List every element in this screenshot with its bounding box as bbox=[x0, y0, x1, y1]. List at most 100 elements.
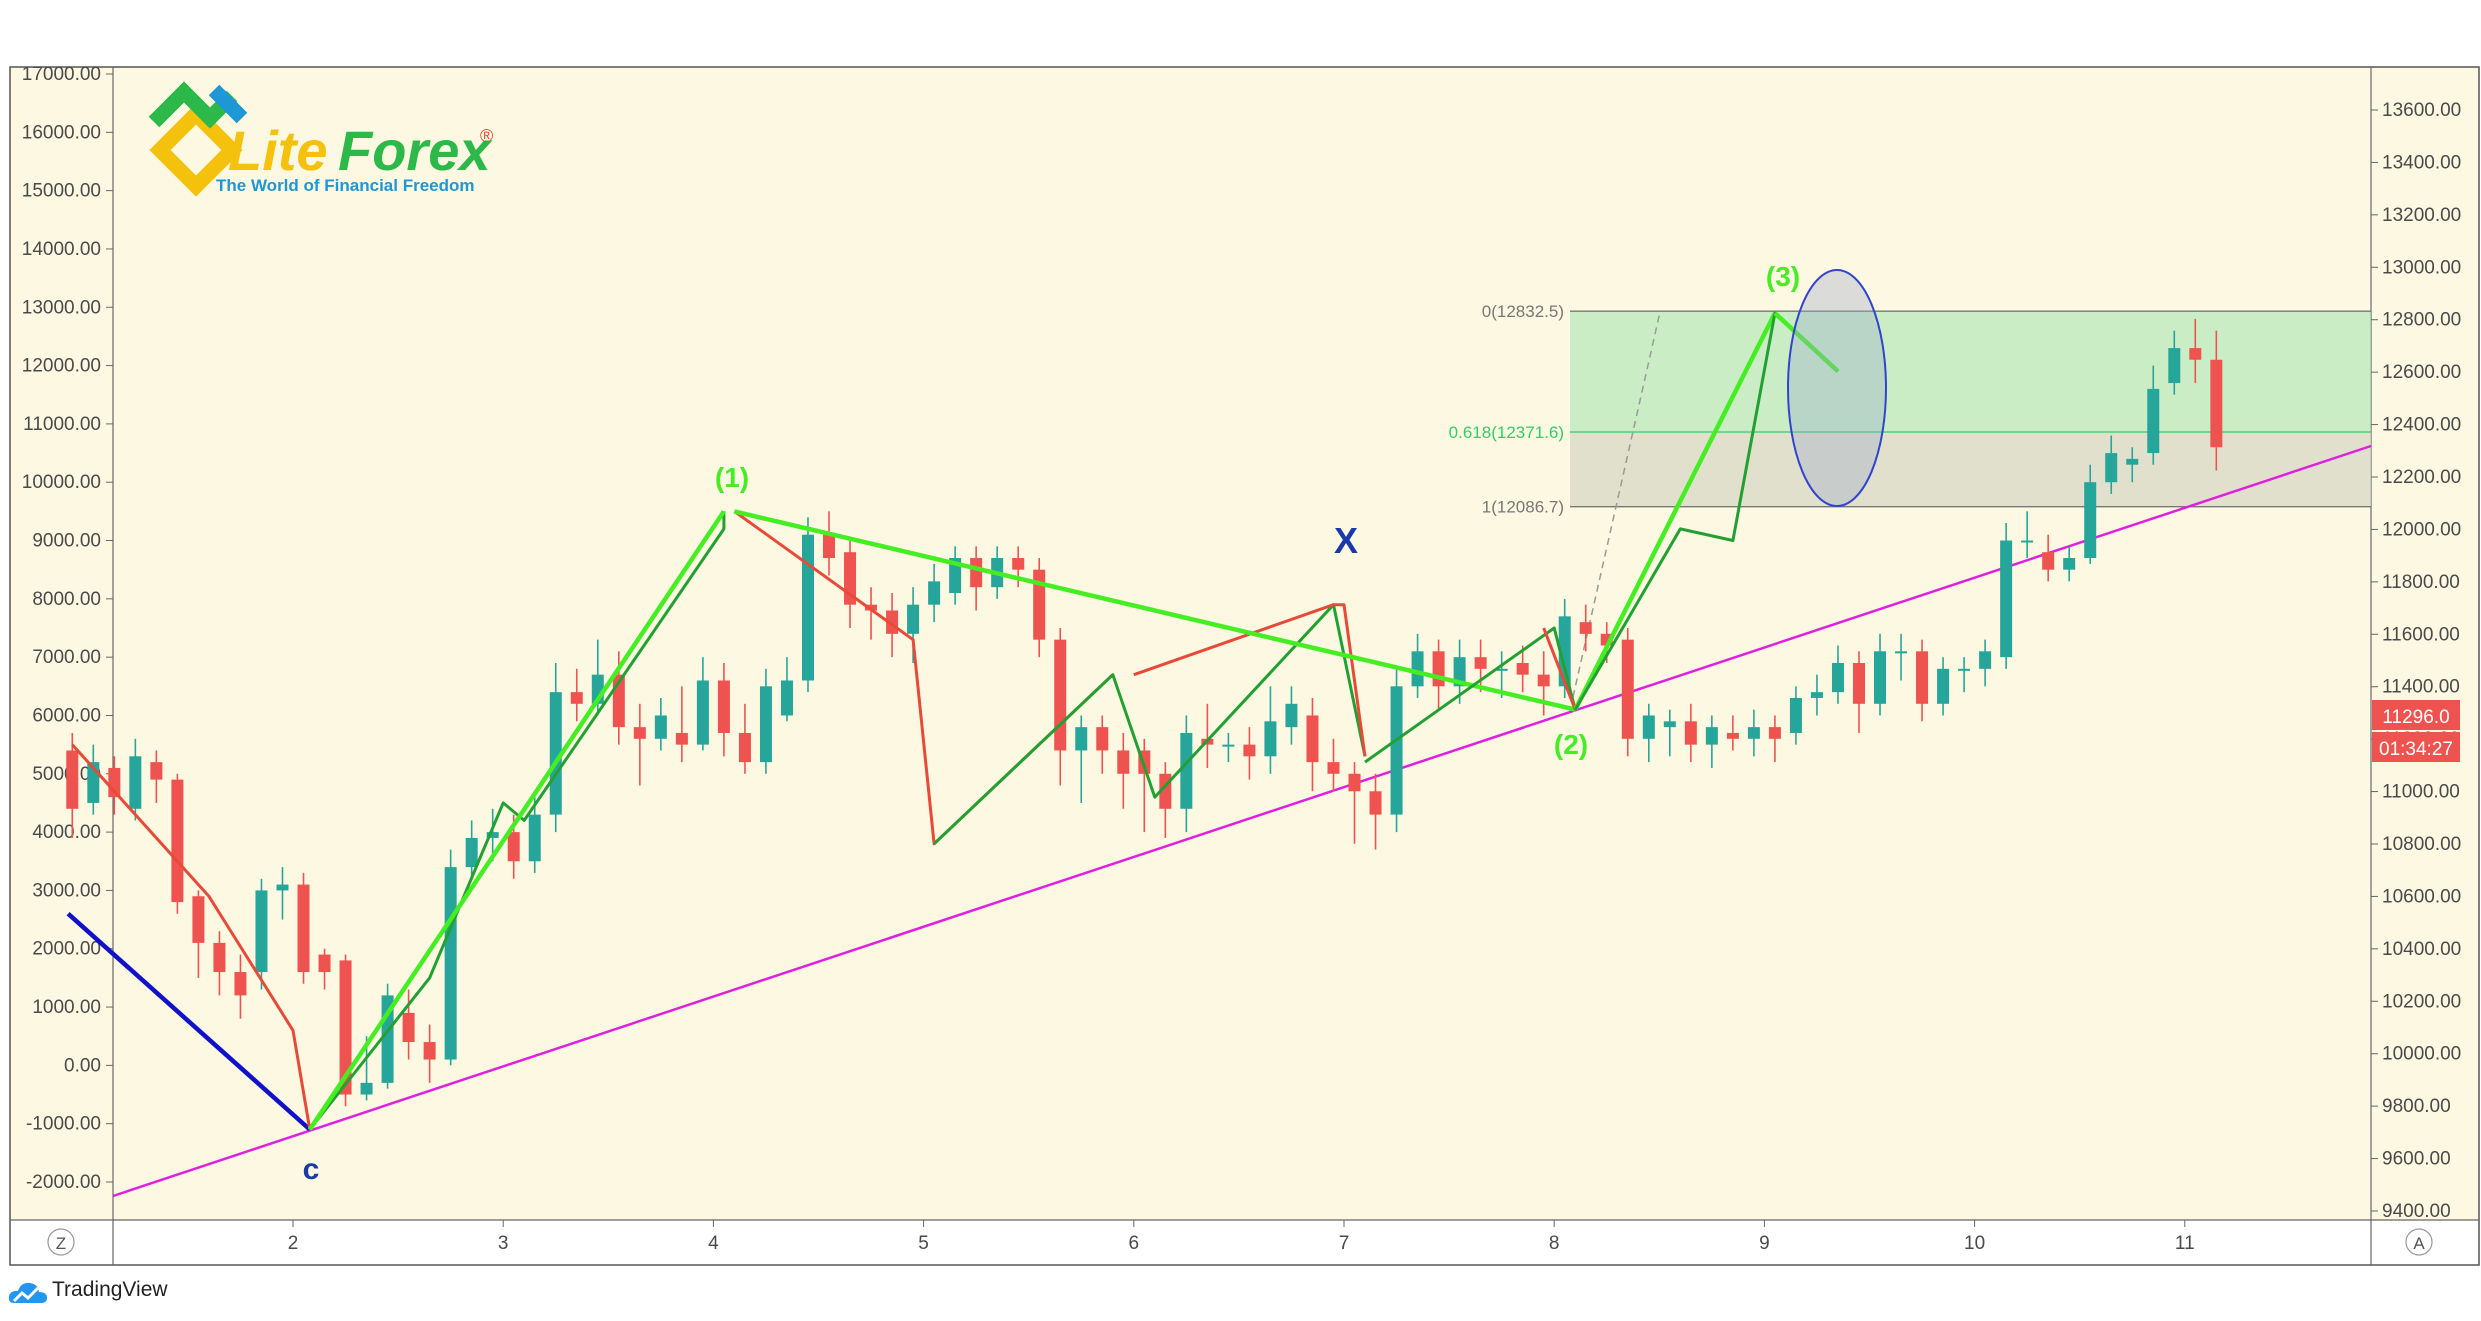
x-tick-label: 5 bbox=[918, 1233, 929, 1254]
x-tick-label: 11 bbox=[2175, 1233, 2195, 1254]
trend-line bbox=[112, 444, 2372, 1198]
candle-body bbox=[1348, 773, 1361, 792]
right-tick-label: 10000.00 bbox=[2382, 1044, 2461, 1065]
right-tick-label: 11600.00 bbox=[2382, 624, 2460, 645]
candle-body bbox=[423, 1042, 436, 1060]
candle-body bbox=[738, 732, 751, 763]
wave-label-1: (1) bbox=[715, 462, 749, 493]
candle-body bbox=[1306, 715, 1319, 763]
candle-body bbox=[1327, 762, 1340, 774]
corner-buttons[interactable]: Z A bbox=[47, 1228, 2433, 1256]
right-tick-label: 13000.00 bbox=[2382, 257, 2461, 278]
right-tick-label: 12600.00 bbox=[2382, 362, 2461, 383]
right-corner-button[interactable]: A bbox=[2413, 1234, 2425, 1253]
candle-body bbox=[444, 867, 457, 1060]
x-tick-label: 8 bbox=[1549, 1233, 1560, 1254]
fib-level-label: 0(12832.5) bbox=[1482, 302, 1564, 321]
candle-body bbox=[1895, 651, 1908, 654]
candle-body bbox=[339, 960, 352, 1095]
tradingview-label[interactable]: TradingView bbox=[52, 1278, 168, 1301]
candle-body bbox=[928, 581, 941, 605]
right-tick-label: 12000.00 bbox=[2382, 519, 2461, 540]
right-tick-label: 10800.00 bbox=[2382, 834, 2461, 855]
candle-body bbox=[549, 692, 562, 815]
candle-body bbox=[1516, 662, 1529, 675]
fib-upper-zone bbox=[1570, 311, 2371, 433]
candle-body bbox=[1390, 686, 1403, 815]
candle-body bbox=[2210, 359, 2223, 448]
candle-body bbox=[1537, 674, 1550, 687]
logo-forex: Forex bbox=[338, 119, 493, 182]
candle-body bbox=[633, 727, 646, 739]
left-corner-button-ring[interactable] bbox=[47, 1228, 75, 1256]
candle-body bbox=[66, 750, 79, 809]
candle-body bbox=[823, 534, 836, 559]
candle-body bbox=[1096, 727, 1109, 751]
fibonacci-zone: 0(12832.5) 0.618(12371.6) 1(12086.7) bbox=[1449, 302, 2371, 698]
bright-wave-1 bbox=[307, 510, 726, 1131]
candle-body bbox=[1075, 727, 1088, 751]
candle-body bbox=[234, 972, 247, 996]
candle-body bbox=[1558, 616, 1571, 687]
wave-label-x: X bbox=[1334, 520, 1358, 561]
candle-body bbox=[1979, 651, 1992, 669]
left-corner-button[interactable]: Z bbox=[56, 1234, 66, 1253]
wave-labels: (1) X (2) (3) c bbox=[303, 261, 1800, 1186]
countdown-tag bbox=[2372, 732, 2460, 762]
candle-body bbox=[1474, 657, 1487, 669]
candle-body bbox=[654, 715, 667, 739]
right-tick-label: 12200.00 bbox=[2382, 467, 2461, 488]
left-tick-label: 15000.00 bbox=[22, 181, 101, 202]
candle-body bbox=[360, 1082, 373, 1095]
right-tick-label: 9400.00 bbox=[2382, 1201, 2451, 1222]
liteforex-logo: Lite Forex ® The World of Financial Free… bbox=[148, 81, 493, 197]
highlight-ellipse bbox=[1787, 269, 1887, 507]
fib-level-label: 1(12086.7) bbox=[1482, 498, 1564, 517]
chart-border bbox=[9, 66, 2480, 1266]
tradingview-icon bbox=[8, 1282, 47, 1303]
candle-body bbox=[2021, 540, 2034, 543]
right-corner-button-ring[interactable] bbox=[2405, 1228, 2433, 1256]
left-tick-label: 7000.00 bbox=[32, 647, 101, 668]
candle-body bbox=[2084, 482, 2097, 559]
support-trend-line[interactable] bbox=[112, 444, 2372, 1198]
bright-wave-3-tail bbox=[1773, 311, 1840, 374]
candle-body bbox=[1033, 569, 1046, 640]
candle-body bbox=[297, 884, 310, 973]
current-price-text: 11296.0 bbox=[2382, 707, 2449, 728]
left-tick-label: 9000.00 bbox=[32, 531, 101, 552]
left-tick-label: 2000.00 bbox=[32, 939, 101, 960]
candle-body bbox=[2000, 540, 2013, 658]
candle-body bbox=[2105, 453, 2118, 483]
candle-body bbox=[486, 832, 499, 838]
wave-lines[interactable] bbox=[66, 269, 1887, 1132]
red-wave-2-leg bbox=[1542, 627, 1577, 711]
left-tick-label: 1000.00 bbox=[32, 997, 101, 1018]
right-tick-label: 13600.00 bbox=[2382, 100, 2461, 121]
right-axis-panel[interactable] bbox=[2371, 67, 2479, 1220]
left-tick-label: 13000.00 bbox=[22, 297, 101, 318]
candle-body bbox=[150, 762, 163, 780]
candle-body bbox=[255, 890, 268, 973]
red-decline-path bbox=[71, 743, 312, 1130]
right-tick-label: 11000.00 bbox=[2382, 782, 2460, 803]
candle-body bbox=[949, 558, 962, 594]
dark-wave-1 bbox=[308, 511, 726, 1131]
candle-body bbox=[318, 954, 331, 973]
fib-lower-zone bbox=[1570, 432, 2371, 507]
candle-body bbox=[1579, 622, 1592, 634]
left-price-axis: 17000.00 16000.00 15000.00 14000.00 13000.00… bbox=[22, 64, 113, 1193]
candle-body bbox=[970, 558, 983, 588]
wave-label-c: c bbox=[303, 1153, 320, 1186]
candle-body bbox=[1222, 744, 1235, 747]
candle-body bbox=[1642, 715, 1655, 739]
candle-body bbox=[402, 1012, 415, 1043]
candle-body bbox=[1180, 732, 1193, 809]
left-tick-label: 17000.00 bbox=[22, 64, 101, 85]
x-tick-label: 3 bbox=[498, 1233, 509, 1254]
candle-body bbox=[1369, 791, 1382, 815]
candle-body bbox=[570, 692, 583, 704]
logo-tagline: The World of Financial Freedom bbox=[216, 176, 475, 195]
candle-body bbox=[696, 680, 709, 745]
